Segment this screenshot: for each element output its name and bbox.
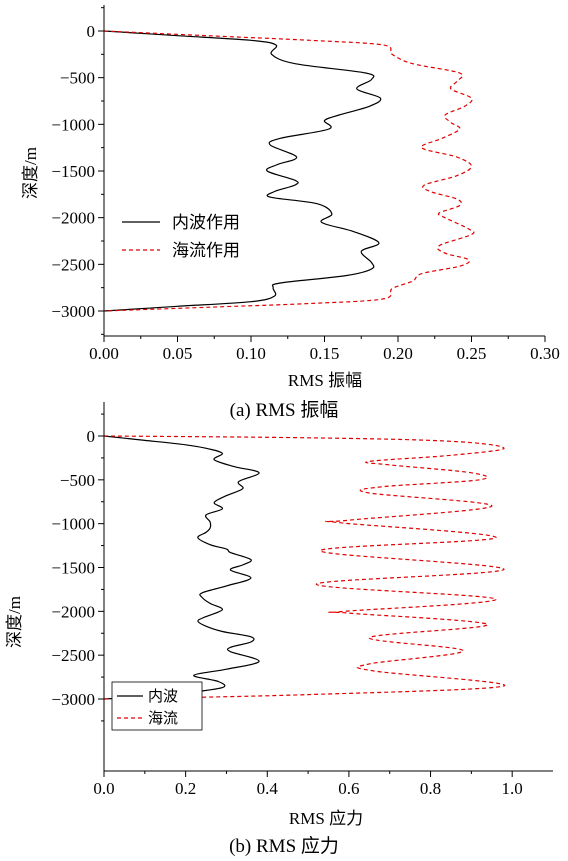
x-tick-label: 0.6 [338,779,359,798]
axis-frame [103,5,545,337]
x-tick-label: 0.2 [175,779,196,798]
series-line-1 [103,30,475,312]
series-layer [103,30,475,312]
x-tick-label: 0.30 [530,344,560,363]
axis-frame [103,402,553,772]
grid-and-ticks: 0 −500 −1000 −1500 −2000 −2500 −3000 0.0 0.2 0.4 0… [51,413,523,798]
legend: 内波作用 海流作用 [122,213,240,260]
legend: 内波 海流 [111,681,203,731]
caption-a: (a) RMS 振幅 [229,400,339,421]
series-layer [103,435,505,700]
x-tick-label: 0.20 [383,344,413,363]
chart-rms-stress: 0 −500 −1000 −1500 −2000 −2500 −3000 0.0 0.2 0.4 0… [5,402,553,828]
y-tick-label: −2500 [51,646,95,665]
y-tick-label: −1000 [51,115,95,134]
y-tick-label: −500 [60,69,95,88]
x-tick-label: 0.10 [236,344,266,363]
series-line-0 [103,435,260,700]
y-tick-label: −1500 [51,559,95,578]
x-tick-label: 0.4 [257,779,279,798]
y-tick-label: −2500 [51,255,95,274]
chart-rms-amplitude: 0 −500 −1000 −1500 −2000 −2500 −3000 0.00 0.05 0.… [21,5,560,390]
series-line-1 [103,435,505,700]
legend-label-internal-wave: 内波作用 [172,213,240,232]
x-tick-label: 0.15 [310,344,340,363]
x-axis-label: RMS 振幅 [288,371,362,390]
y-tick-label: −1000 [51,515,95,534]
legend-box [111,681,203,731]
x-tick-label: 1.0 [502,779,523,798]
x-axis-label: RMS 应力 [289,809,363,828]
grid-and-ticks: 0 −500 −1000 −1500 −2000 −2500 −3000 0.00 0.05 0.… [51,7,560,363]
legend-label-ocean-current: 海流作用 [172,241,240,260]
y-tick-label: −3000 [51,302,95,321]
y-axis-label: 深度/m [21,147,40,199]
y-tick-label: 0 [87,427,96,446]
x-tick-label: 0.00 [89,344,119,363]
y-tick-label: −2000 [51,209,95,228]
y-tick-label: −500 [60,471,95,490]
y-tick-label: −2000 [51,602,95,621]
y-tick-label: 0 [87,22,96,41]
y-tick-label: −3000 [51,690,95,709]
legend-label-ocean-current: 海流 [148,710,178,727]
legend-label-internal-wave: 内波 [148,688,178,705]
x-tick-label: 0.05 [163,344,193,363]
caption-b: (b) RMS 应力 [229,836,339,857]
x-tick-label: 0.8 [420,779,441,798]
y-axis-label: 深度/m [5,596,24,648]
x-tick-label: 0.0 [93,779,114,798]
series-line-0 [103,30,382,312]
y-tick-label: −1500 [51,162,95,181]
x-tick-label: 0.25 [457,344,487,363]
